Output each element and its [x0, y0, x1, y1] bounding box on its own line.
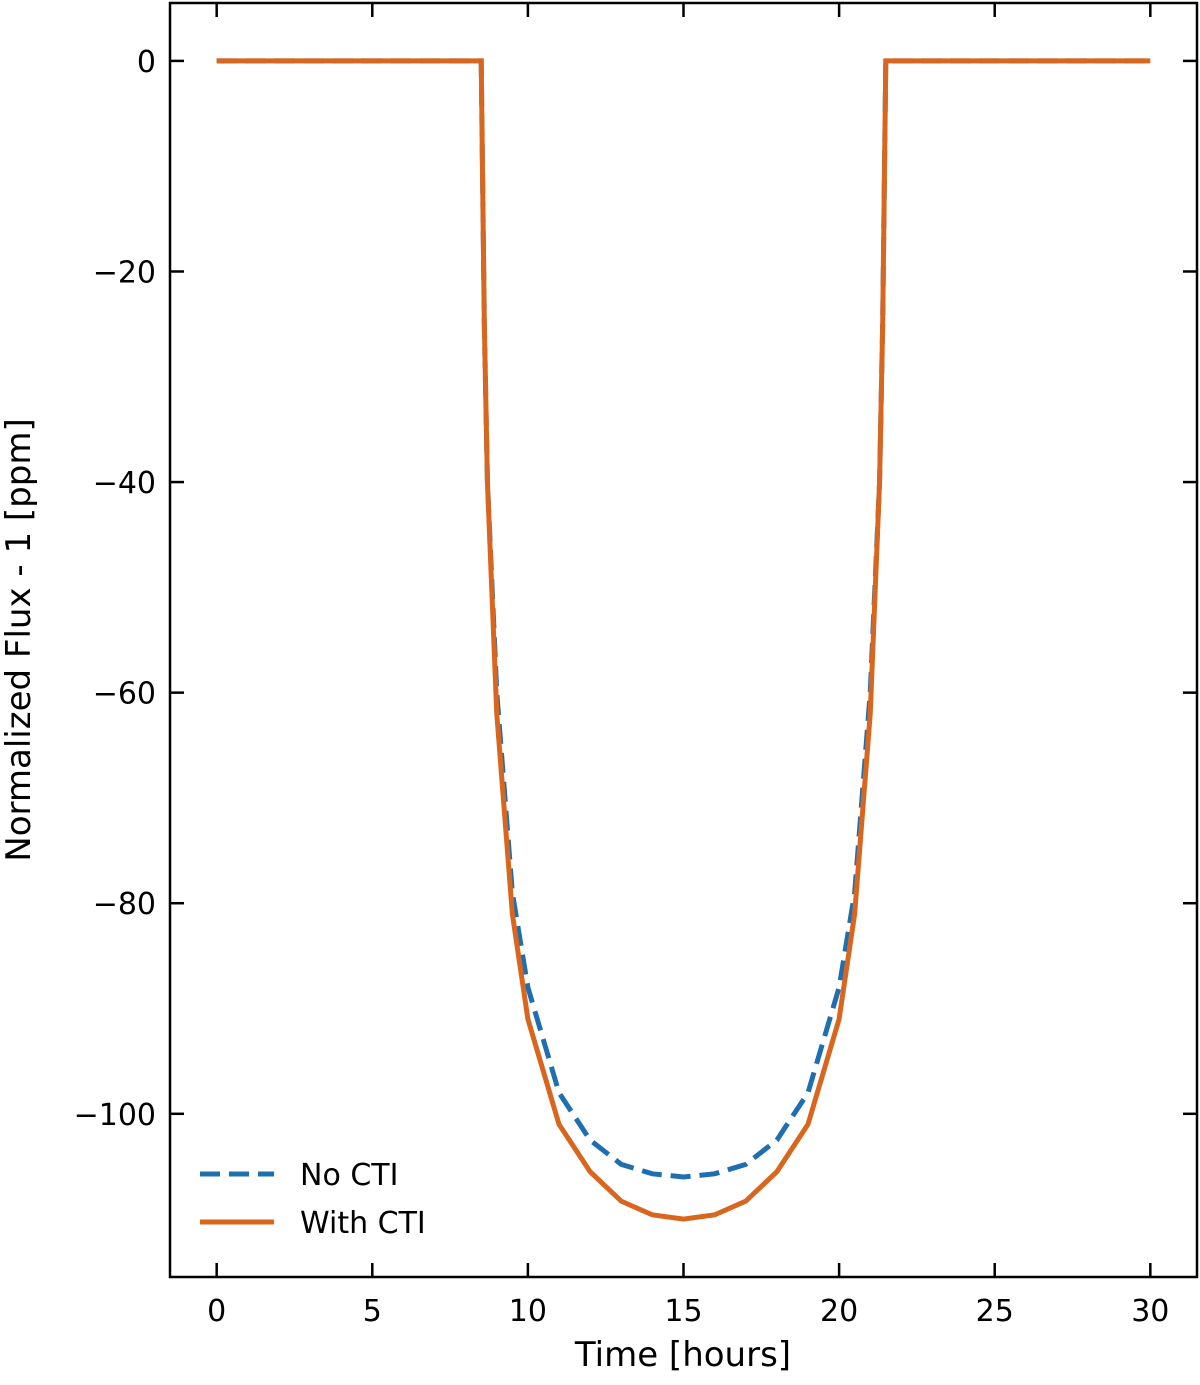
x-tick-label: 5: [363, 1294, 382, 1329]
y-axis-label: Normalized Flux - 1 [ppm]: [0, 418, 39, 861]
x-tick-label: 15: [664, 1294, 702, 1329]
y-tick-label: −40: [93, 466, 156, 501]
plot-frame: [168, 1, 1199, 1279]
x-tick-label: 20: [820, 1294, 858, 1329]
y-tick-label: −60: [93, 677, 156, 712]
series-line: [216, 58, 1151, 1222]
legend-label: No CTI: [300, 1158, 398, 1193]
y-tick-label: −80: [93, 887, 156, 922]
x-tick-label: 0: [207, 1294, 226, 1329]
x-tick-label: 10: [509, 1294, 547, 1329]
x-tick-label: 30: [1131, 1294, 1169, 1329]
series-line: [216, 58, 1151, 1180]
y-tick-label: 0: [137, 45, 156, 80]
y-tick-label: −20: [93, 255, 156, 290]
legend-label: With CTI: [300, 1206, 426, 1241]
x-tick-label: 25: [976, 1294, 1014, 1329]
y-tick-label: −100: [74, 1098, 156, 1133]
x-axis-label: Time [hours]: [574, 1335, 791, 1375]
